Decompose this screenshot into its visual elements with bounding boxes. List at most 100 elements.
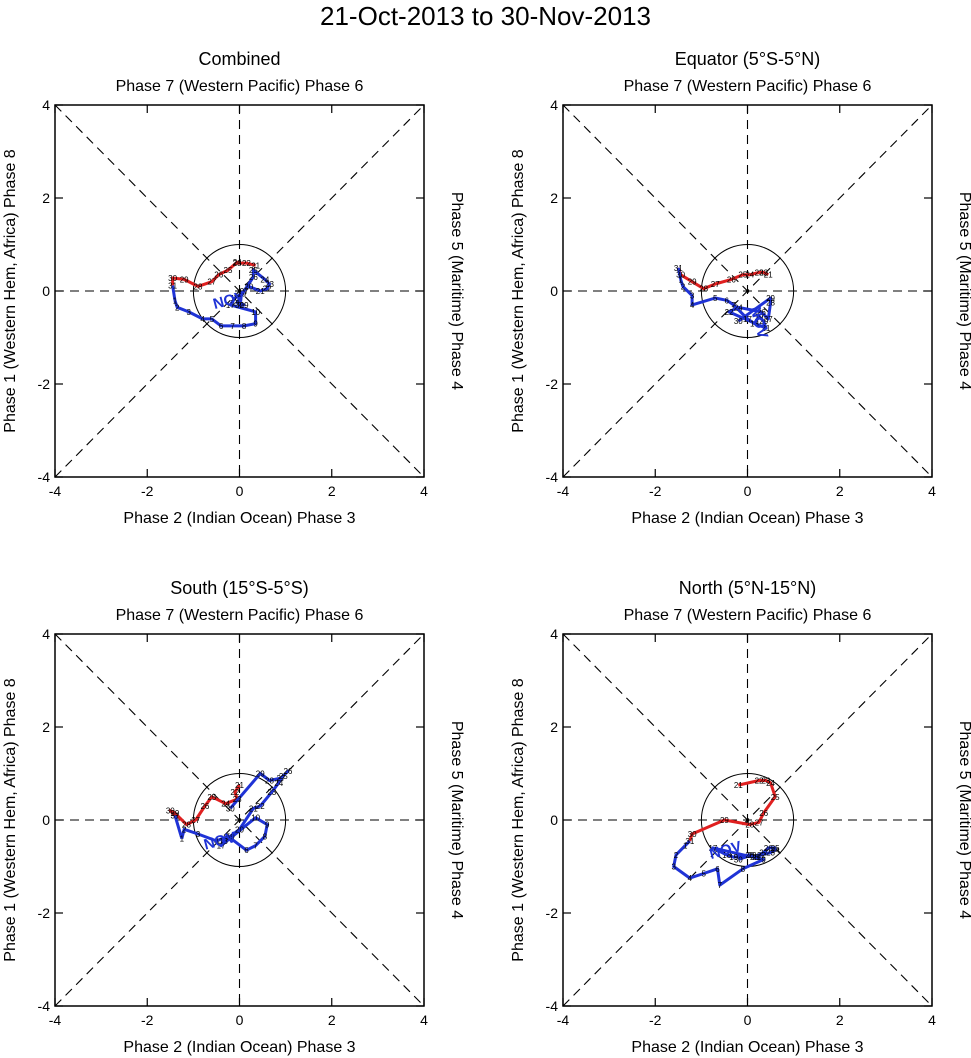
day-label: 27: [277, 774, 286, 783]
day-label: 26: [727, 275, 736, 284]
day-label: 23: [265, 280, 274, 289]
day-label: 27: [759, 849, 768, 858]
day-label: 26: [759, 809, 768, 818]
left-axis-label: Phase 1 (Western Hem, Africa) Phase 8: [510, 149, 527, 432]
day-label: 7: [253, 842, 258, 851]
panel-north: North (5°N-15°N) Phase 7 (Western Pacific…: [510, 578, 971, 1056]
x-tick-label: 0: [744, 1012, 752, 1028]
day-label: 28: [750, 853, 759, 862]
day-label: 29: [180, 275, 189, 284]
day-label: 8: [242, 322, 247, 331]
y-tick-label: -4: [546, 998, 559, 1014]
day-label: 29: [688, 278, 697, 287]
y-tick-label: 0: [550, 283, 558, 299]
bottom-axis-label: Phase 2 (Indian Ocean) Phase 3: [123, 510, 355, 527]
series-line-nov: [173, 268, 271, 328]
day-label: 23: [233, 259, 242, 268]
x-tick-label: -2: [649, 1012, 662, 1028]
day-label: 25: [224, 266, 233, 275]
day-label: 10: [251, 814, 260, 823]
day-label: 1: [678, 275, 683, 284]
day-label: 10: [251, 308, 260, 317]
day-label: 8: [741, 865, 746, 874]
day-label: 18: [230, 294, 239, 303]
y-tick-label: 0: [550, 812, 558, 828]
x-tick-label: 2: [328, 483, 336, 499]
day-label: 2: [182, 825, 187, 834]
day-label: 29: [256, 770, 265, 779]
bottom-axis-label: Phase 2 (Indian Ocean) Phase 3: [631, 510, 863, 527]
day-label: 30: [226, 804, 235, 813]
x-tick-label: -2: [649, 483, 662, 499]
day-label: 9: [253, 320, 258, 329]
series-connector: [173, 814, 184, 840]
panel-combined: Combined Phase 7 (Western Pacific) Phase …: [2, 49, 465, 527]
day-label: 30: [168, 274, 177, 283]
day-label: 31: [170, 811, 179, 820]
day-label: 25: [207, 793, 216, 802]
day-label: 24: [734, 303, 743, 312]
x-tick-label: -4: [557, 1012, 570, 1028]
day-label: 4: [214, 837, 219, 846]
x-tick-label: 4: [420, 1012, 428, 1028]
day-label: 22: [757, 851, 766, 860]
day-label: 24: [766, 779, 775, 788]
day-label: 7: [718, 881, 723, 890]
day-label: 24: [745, 271, 754, 280]
day-label: 26: [283, 767, 292, 776]
x-tick-label: 2: [836, 483, 844, 499]
day-label: 3: [187, 308, 192, 317]
series-line-nov: [672, 844, 777, 887]
top-axis-label: Phase 7 (Western Pacific) Phase 6: [116, 78, 364, 95]
y-tick-label: 2: [42, 719, 50, 735]
day-label: 21: [249, 804, 258, 813]
panel-title: South (15°S-5°S): [170, 578, 308, 598]
day-label: 6: [715, 865, 720, 874]
day-label: 2: [681, 282, 686, 291]
day-label: 24: [771, 846, 780, 855]
day-label: 20: [745, 851, 754, 860]
day-label: 23: [766, 849, 775, 858]
day-label: 5: [210, 315, 215, 324]
day-label: 2: [674, 851, 679, 860]
day-label: 26: [249, 273, 258, 282]
figure-title: 21-Oct-2013 to 30-Nov-2013: [320, 1, 651, 31]
day-label: 27: [191, 816, 200, 825]
x-tick-label: 4: [420, 483, 428, 499]
day-label: 21: [761, 324, 770, 333]
day-label: 30: [734, 856, 743, 865]
series-line-oct: [171, 260, 256, 288]
day-label: 18: [722, 851, 731, 860]
day-label: 25: [279, 772, 288, 781]
panel-title: North (5°N-15°N): [679, 578, 816, 598]
day-label: 22: [759, 268, 768, 277]
x-tick-label: 0: [744, 483, 752, 499]
day-label: 30: [235, 301, 244, 310]
panel-title: Combined: [198, 49, 280, 69]
panel-south: South (15°S-5°S) Phase 7 (Western Pacific…: [2, 578, 465, 1056]
day-label: 17: [217, 842, 226, 851]
day-label: 4: [200, 315, 205, 324]
x-tick-label: -2: [141, 483, 154, 499]
day-label: 3: [690, 292, 695, 301]
day-label: 6: [219, 322, 224, 331]
day-label: 27: [755, 818, 764, 827]
month-label: NOV: [202, 829, 238, 854]
day-label: 17: [708, 844, 717, 853]
day-label: 3: [671, 863, 676, 872]
day-label: 23: [755, 268, 764, 277]
day-label: 28: [182, 821, 191, 830]
day-label: 22: [256, 802, 265, 811]
day-label: 4: [688, 874, 693, 883]
day-label: 24: [274, 779, 283, 788]
day-label: 29: [240, 301, 249, 310]
day-label: 29: [720, 816, 729, 825]
day-label: 9: [761, 856, 766, 865]
day-label: 17: [743, 315, 752, 324]
right-axis-label: Phase 5 (Maritime) Phase 4: [448, 192, 465, 390]
y-tick-label: -2: [546, 905, 559, 921]
top-axis-label: Phase 7 (Western Pacific) Phase 6: [116, 607, 364, 624]
left-axis-label: Phase 1 (Western Hem, Africa) Phase 8: [2, 678, 19, 961]
day-label: 7: [731, 301, 736, 310]
day-label: 1: [180, 835, 185, 844]
